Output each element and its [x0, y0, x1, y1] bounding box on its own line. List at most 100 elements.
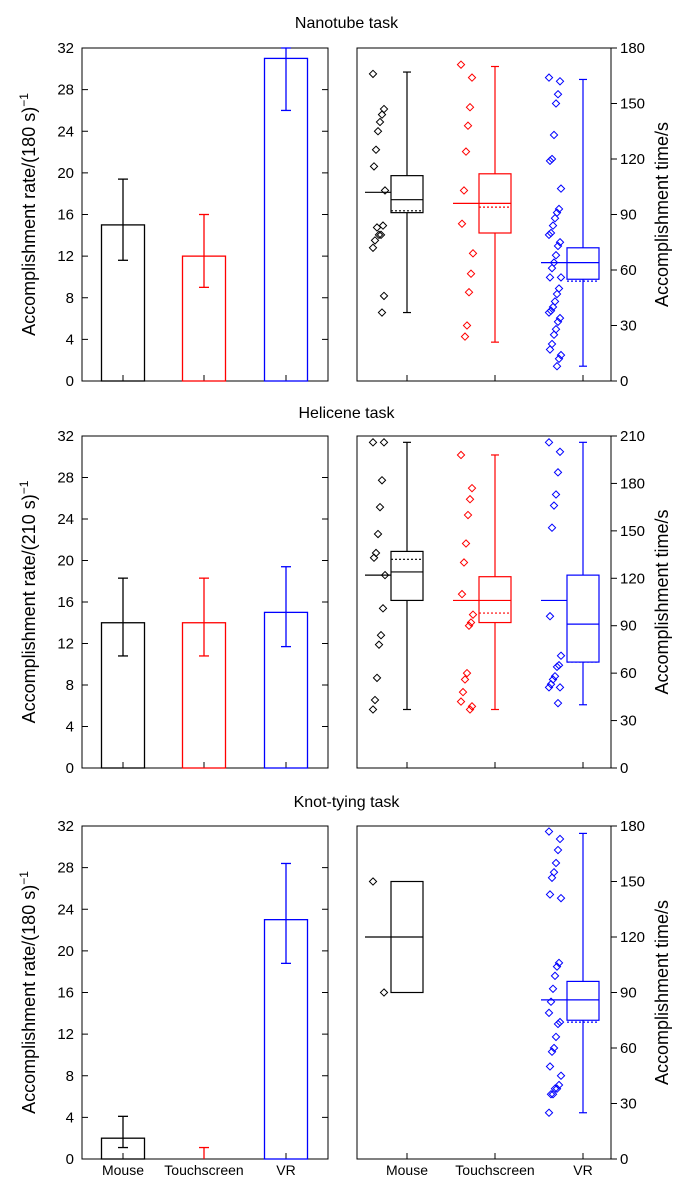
- data-point: [556, 184, 566, 193]
- data-point: [545, 890, 555, 899]
- data-point: [551, 490, 561, 499]
- data-point: [374, 640, 384, 649]
- y-axis-label: Accomplishment time/s: [652, 900, 672, 1085]
- data-point: [544, 1108, 554, 1118]
- data-point: [467, 702, 477, 711]
- y-axis-label: Accomplishment time/s: [652, 122, 672, 307]
- data-point: [376, 230, 386, 240]
- data-point: [553, 241, 563, 251]
- data-point: [547, 873, 557, 883]
- data-point: [555, 313, 565, 323]
- data-point: [547, 523, 557, 533]
- y-tick-label: 30: [620, 1096, 637, 1113]
- y-tick-label: 4: [66, 719, 74, 736]
- y-tick-label: 16: [57, 985, 74, 1002]
- chart-title: Helicene task: [298, 405, 395, 422]
- x-tick-label: VR: [573, 1162, 592, 1177]
- box-chart-4: 0 30 60 90 120 150 180 210 Accomplishment time/s: [356, 428, 672, 777]
- data-point: [378, 604, 388, 613]
- data-point: [548, 221, 558, 230]
- data-point: [459, 558, 469, 567]
- data-point: [550, 213, 560, 223]
- data-point: [462, 321, 472, 330]
- y-tick-label: 12: [57, 1026, 74, 1043]
- y-tick-label: 60: [620, 665, 637, 682]
- data-point: [551, 858, 561, 868]
- y-tick-label: 4: [66, 1109, 74, 1126]
- box: [566, 574, 600, 663]
- plot-frame: [356, 435, 612, 769]
- data-point: [456, 60, 466, 69]
- data-point: [554, 204, 564, 214]
- data-point: [545, 345, 555, 354]
- data-point: [468, 610, 478, 619]
- data-point: [377, 475, 387, 485]
- y-tick-label: 60: [620, 262, 637, 279]
- plot-frame: [81, 825, 329, 1160]
- data-point: [456, 450, 466, 460]
- y-tick-label: 0: [620, 373, 628, 390]
- bar-chart-1: Nanotube task 0 4 8 12 16 20 24 28 32 Accomplishme…: [17, 15, 399, 390]
- data-point: [556, 350, 566, 360]
- box-chart-2: 0 30 60 90 120 150 180 Accomplishment time/s: [356, 40, 672, 390]
- data-point: [456, 697, 466, 706]
- data-point: [371, 145, 381, 155]
- data-point: [369, 162, 379, 171]
- data-point: [551, 99, 561, 108]
- data-point: [377, 308, 387, 317]
- data-point: [545, 611, 555, 621]
- y-tick-label: 16: [57, 594, 74, 611]
- y-tick-label: 32: [57, 818, 74, 835]
- y-axis-label: Accomplishment time/s: [652, 509, 672, 694]
- data-point: [553, 89, 563, 99]
- data-point: [552, 361, 562, 371]
- y-tick-label: 30: [620, 713, 637, 730]
- data-point: [544, 683, 554, 692]
- data-point: [463, 121, 473, 131]
- y-tick-label: 0: [620, 760, 628, 777]
- box: [566, 980, 600, 1021]
- data-point: [467, 483, 477, 493]
- data-point: [369, 553, 379, 563]
- y-tick-label: 12: [57, 636, 74, 653]
- data-point: [459, 186, 469, 195]
- data-point: [461, 147, 471, 156]
- plot-frame: [356, 47, 612, 382]
- data-point: [549, 330, 559, 340]
- data-point: [373, 529, 383, 539]
- data-point: [549, 501, 559, 510]
- y-axis-label: Accomplishment rate/(180 s)−1: [17, 93, 39, 336]
- x-tick-label: Mouse: [386, 1162, 428, 1177]
- data-point: [546, 997, 556, 1007]
- y-tick-label: 150: [620, 523, 645, 540]
- chart-title: Nanotube task: [295, 15, 399, 32]
- box: [478, 576, 512, 624]
- x-tick-label: Touchscreen: [164, 1162, 243, 1177]
- data-point: [460, 332, 470, 341]
- y-tick-label: 20: [57, 943, 74, 960]
- data-point: [374, 230, 384, 240]
- data-point: [555, 683, 565, 692]
- data-point: [372, 223, 382, 232]
- data-point: [556, 893, 566, 903]
- y-tick-label: 32: [57, 40, 74, 57]
- y-tick-label: 24: [57, 901, 74, 918]
- data-point: [552, 1084, 562, 1094]
- data-point: [368, 705, 378, 714]
- data-point: [553, 317, 563, 327]
- data-point: [368, 69, 378, 79]
- y-tick-label: 12: [57, 248, 74, 265]
- data-point: [375, 117, 385, 127]
- data-point: [554, 354, 564, 364]
- data-point: [376, 630, 386, 640]
- y-tick-label: 180: [620, 475, 645, 492]
- y-tick-label: 20: [57, 165, 74, 182]
- data-point: [377, 110, 387, 119]
- data-point: [370, 236, 380, 245]
- data-point: [544, 827, 554, 836]
- data-point: [554, 958, 564, 968]
- y-tick-label: 150: [620, 96, 645, 113]
- data-point: [457, 589, 467, 599]
- y-tick-label: 0: [66, 373, 74, 390]
- y-tick-label: 90: [620, 618, 637, 635]
